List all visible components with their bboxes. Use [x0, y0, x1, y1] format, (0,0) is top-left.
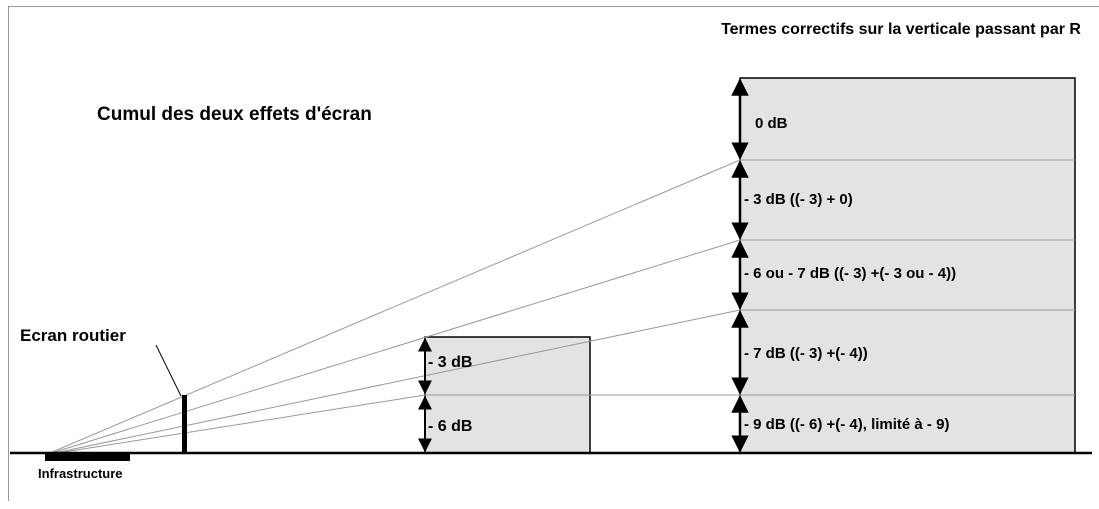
- big-zone-label-3: - 6 ou - 7 dB ((- 3) +(- 3 ou - 4)): [744, 265, 957, 282]
- source-label: Infrastructure: [38, 466, 123, 481]
- big-zone-label-2: - 3 dB ((- 3) + 0): [744, 191, 853, 208]
- big-zone-label-4: - 7 dB ((- 3) +(- 4)): [744, 345, 868, 362]
- big-zone-label-5: - 9 dB ((- 6) +(- 4), limité à - 9): [744, 416, 950, 433]
- small-zone-label-1: - 3 dB: [428, 354, 473, 371]
- small-zone-label-2: - 6 dB: [428, 418, 473, 435]
- ray-line-4: [44, 394, 426, 456]
- diagram-title: Cumul des deux effets d'écran: [97, 104, 372, 125]
- infrastructure-bar: [45, 453, 130, 461]
- right-heading: Termes correctifs sur la verticale passa…: [721, 21, 1081, 38]
- road-screen: [182, 395, 187, 453]
- big-zone-label-1: 0 dB: [755, 115, 788, 132]
- screen-label: Ecran routier: [20, 326, 126, 345]
- frame-top-border: [8, 6, 1099, 7]
- frame-left-border: [8, 6, 9, 501]
- big-building: [739, 77, 1076, 454]
- ray-line-1: [44, 159, 741, 456]
- ray-line-2: [44, 239, 741, 456]
- screen-label-leader: [155, 344, 182, 397]
- ray-line-3: [44, 309, 741, 456]
